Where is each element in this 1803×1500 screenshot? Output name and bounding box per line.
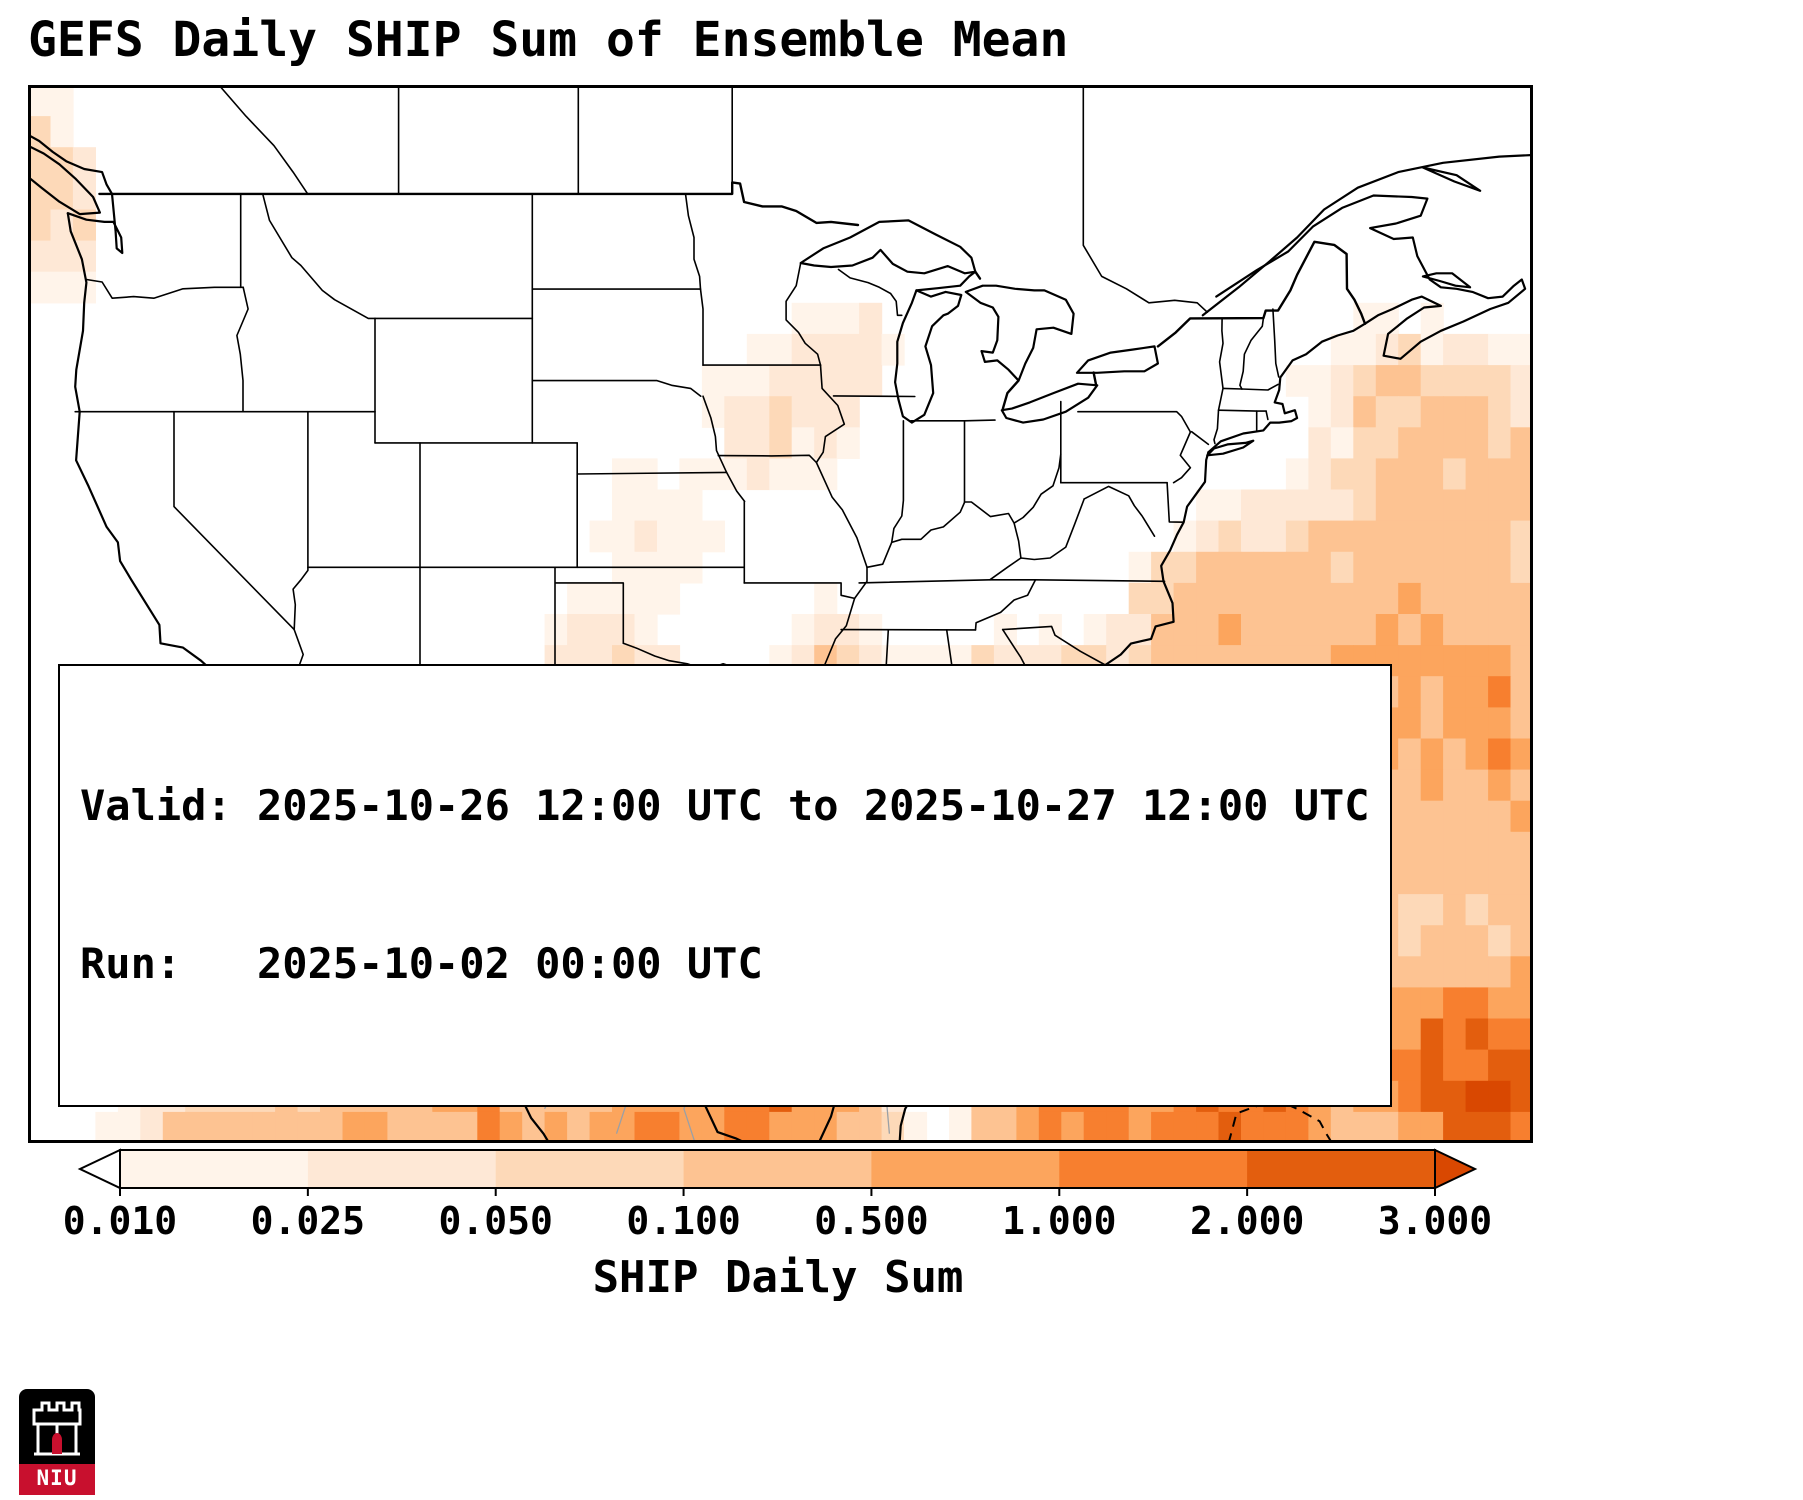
colorbar-tick-label: 1.000 (1002, 1199, 1116, 1243)
colorbar-tick-label: 0.500 (814, 1199, 928, 1243)
colorbar-tick-label: 3.000 (1378, 1199, 1492, 1243)
colorbar-over-arrow (1434, 1148, 1478, 1190)
colorbar-under-arrow (77, 1148, 121, 1190)
colorbar-tick-label: 0.010 (63, 1199, 177, 1243)
colorbar-gradient: 0.010 0.025 0.050 0.100 0.500 1.000 2.000 3.000 (63, 1148, 1492, 1243)
niu-logo: NIU (18, 1388, 96, 1496)
colorbar-tick-label: 0.100 (626, 1199, 740, 1243)
info-box: Valid: 2025-10-26 12:00 UTC to 2025-10-2… (58, 663, 1392, 1107)
niu-castle-icon (19, 1389, 95, 1495)
colorbar: 0.010 0.025 0.050 0.100 0.500 1.000 2.000 3.000 (63, 1148, 1492, 1243)
colorbar-tick-label: 0.025 (251, 1199, 365, 1243)
run-time-text: Run: 2025-10-02 00:00 UTC (80, 939, 763, 989)
colorbar-tick-label: 2.000 (1190, 1199, 1304, 1243)
page-title: GEFS Daily SHIP Sum of Ensemble Mean (28, 12, 1069, 68)
colorbar-label: SHIP Daily Sum (592, 1252, 964, 1303)
niu-logo-text: NIU (36, 1466, 78, 1490)
map-area: Valid: 2025-10-26 12:00 UTC to 2025-10-2… (28, 85, 1533, 1143)
colorbar-tick-label: 0.050 (439, 1199, 553, 1243)
valid-time-text: Valid: 2025-10-26 12:00 UTC to 2025-10-2… (80, 780, 1370, 830)
map-frame (28, 85, 1533, 1143)
